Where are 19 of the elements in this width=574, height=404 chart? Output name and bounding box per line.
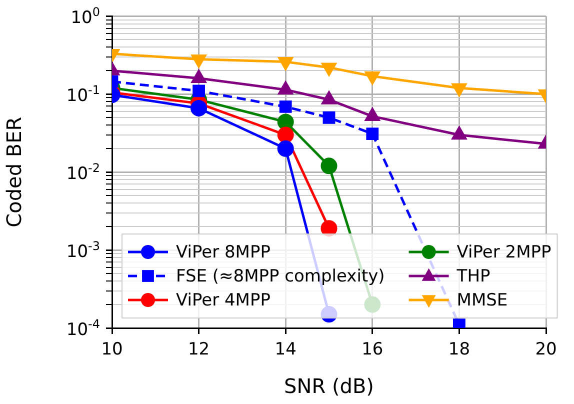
x-tick-label: 12: [188, 340, 210, 360]
x-tick-label: 10: [101, 340, 123, 360]
legend-label: ViPer 2MPP: [456, 242, 552, 262]
x-tick-label: 18: [448, 340, 470, 360]
y-tick-label: 10$^{-3}$: [66, 238, 100, 262]
y-tick-label: 10$^{0}$: [70, 4, 100, 28]
x-axis-title: SNR (dB): [284, 374, 374, 398]
legend-label: MMSE: [456, 290, 508, 310]
y-tick-label: 10$^{-4}$: [66, 316, 100, 340]
legend-label: THP: [456, 266, 490, 286]
legend-label: ViPer 4MPP: [176, 290, 270, 310]
x-tick-label: 20: [535, 340, 557, 360]
legend-label: FSE (≈8MPP complexity): [176, 266, 385, 286]
legend-label: ViPer 8MPP: [176, 242, 270, 262]
x-tick-label: 16: [362, 340, 384, 360]
y-tick-label: 10$^{-1}$: [66, 82, 100, 106]
y-axis-title: Coded BER: [2, 116, 26, 228]
y-tick-label: 10$^{-2}$: [66, 160, 100, 184]
x-tick-label: 14: [274, 340, 296, 360]
